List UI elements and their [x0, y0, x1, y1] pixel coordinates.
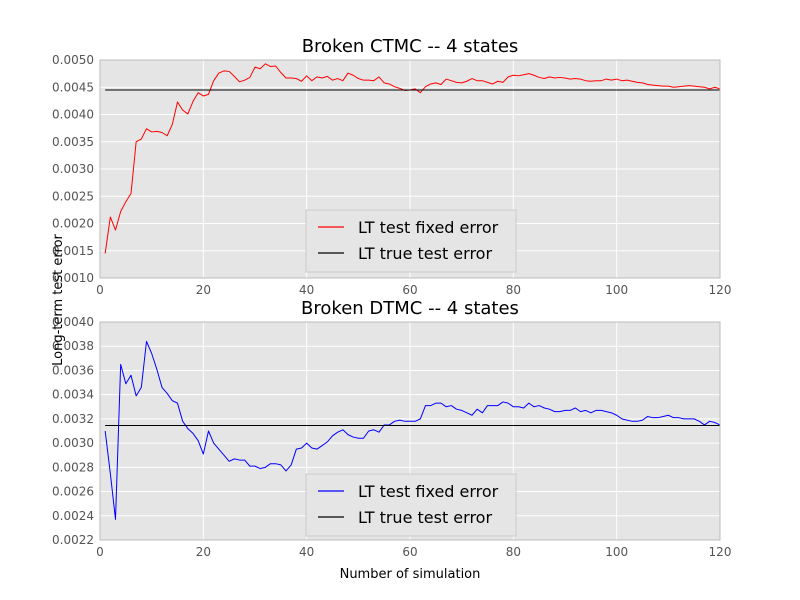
y-tick-label: 0.0045 [52, 80, 94, 94]
x-tick-label: 120 [709, 283, 732, 297]
y-tick-label: 0.0030 [52, 436, 94, 450]
legend-label: LT true test error [358, 508, 492, 527]
y-tick-label: 0.0024 [52, 509, 94, 523]
series-line-fixed-error [104, 63, 721, 254]
y-axis-label: Long-term test error [51, 233, 66, 365]
x-tick-label: 0 [96, 283, 104, 297]
chart-title: Broken CTMC -- 4 states [302, 36, 519, 57]
x-tick-label: 120 [709, 545, 732, 559]
y-tick-label: 0.0032 [52, 412, 94, 426]
y-tick-label: 0.0040 [52, 108, 94, 122]
series-line-fixed-error [104, 340, 721, 520]
y-tick-label: 0.0030 [52, 162, 94, 176]
legend-box [305, 473, 517, 537]
y-tick-label: 0.0010 [52, 271, 94, 285]
legend-label: LT test fixed error [358, 218, 499, 237]
y-tick-label: 0.0034 [52, 388, 94, 402]
y-tick-label: 0.0035 [52, 135, 94, 149]
plot-frame [99, 59, 721, 279]
legend-label: LT true test error [358, 244, 492, 263]
x-tick-label: 80 [506, 283, 521, 297]
x-tick-label: 100 [605, 283, 628, 297]
y-tick-label: 0.0036 [52, 363, 94, 377]
dtmc-subplot: 0 20 40 60 80 100 120 0.0022 0.0024 0.0026 0.0028 0… [52, 298, 731, 559]
legend-label: LT test fixed error [358, 482, 499, 501]
x-tick-label: 60 [402, 545, 417, 559]
x-tick-label: 80 [506, 545, 521, 559]
y-tick-label: 0.0022 [52, 533, 94, 547]
y-tick-label: 0.0015 [52, 244, 94, 258]
x-tick-label: 20 [196, 545, 211, 559]
x-axis-label: Number of simulation [340, 567, 481, 582]
ctmc-subplot: 0 20 40 60 80 100 120 0.0010 0.0015 0.0020 0.0025 0… [52, 36, 731, 297]
x-tick-label: 20 [196, 283, 211, 297]
legend-box [305, 209, 517, 273]
x-tick-label: 40 [299, 283, 314, 297]
x-tick-label: 0 [96, 545, 104, 559]
y-tick-label: 0.0026 [52, 485, 94, 499]
y-tick-label: 0.0038 [52, 339, 94, 353]
chart-title: Broken DTMC -- 4 states [301, 298, 519, 319]
x-tick-label: 40 [299, 545, 314, 559]
y-tick-label: 0.0025 [52, 189, 94, 203]
x-tick-label: 60 [402, 283, 417, 297]
y-tick-label: 0.0050 [52, 53, 94, 67]
y-tick-label: 0.0020 [52, 217, 94, 231]
x-tick-label: 100 [605, 545, 628, 559]
plot-frame [99, 321, 721, 541]
y-tick-label: 0.0028 [52, 460, 94, 474]
y-tick-label: 0.0040 [52, 315, 94, 329]
